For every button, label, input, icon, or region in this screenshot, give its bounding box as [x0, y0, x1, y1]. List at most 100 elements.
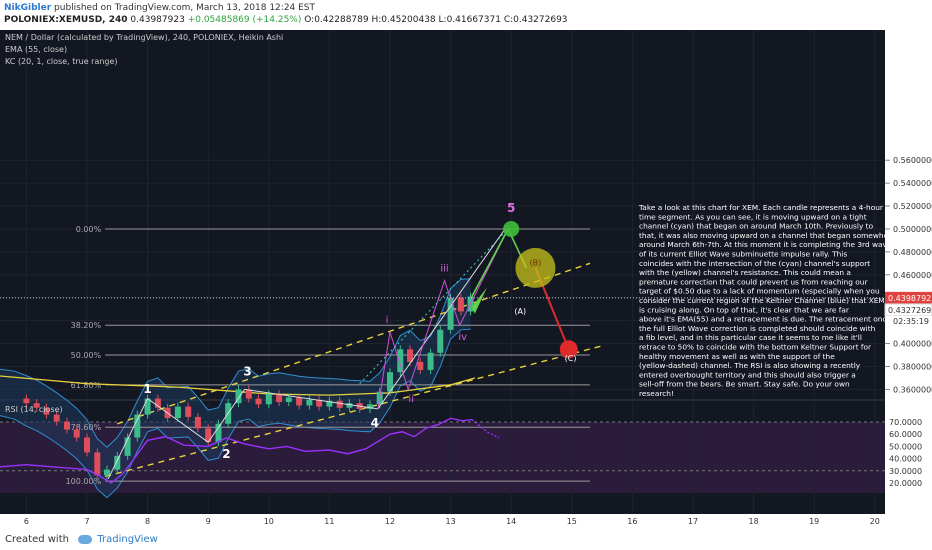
- candle-body: [276, 393, 283, 403]
- wave-label: 4: [371, 416, 379, 430]
- subwave-label: iii: [440, 263, 448, 274]
- time-tick-label: 7: [84, 517, 89, 526]
- time-tick-label: 20: [870, 517, 880, 526]
- ohlc-values: O:0.42288789 H:0.45200438 L:0.41667371 C…: [304, 15, 568, 25]
- symbol-name: POLONIEX:XEMUSD, 240: [4, 15, 128, 25]
- price-tick-label: 0.40000000: [893, 340, 932, 349]
- annotation-line: target of $0.50 due to a lack of momentu…: [639, 287, 880, 296]
- candle-body: [245, 389, 252, 399]
- price-change: +0.05485869 (+14.25%): [187, 15, 302, 25]
- trading-chart[interactable]: 0.56000000 0.54000000 0.52000000 0.50000000…: [0, 30, 932, 530]
- wave5-marker: [503, 220, 520, 237]
- price-tick-label: 0.48000000: [893, 248, 932, 257]
- keltner-channel: [0, 278, 471, 498]
- time-axis-bg: [0, 514, 885, 530]
- time-tick-label: 8: [145, 517, 150, 526]
- annotation-line: of its current Elliot Wave subminuette i…: [639, 250, 847, 259]
- annotation-line: sell-off from the bears. Be smart. Stay …: [639, 380, 850, 389]
- candle-body: [215, 423, 222, 443]
- price-axis-bg: [885, 30, 932, 530]
- candle-body: [114, 455, 121, 470]
- candle-body: [43, 407, 50, 415]
- annotation-line: is cruising along. On top of that, it's …: [639, 305, 850, 314]
- green-triangle: [471, 287, 487, 314]
- fib-level-label: 100.00%: [66, 477, 102, 486]
- countdown-label: 02:35:19: [893, 317, 929, 326]
- fib-level-label: 50.00%: [71, 351, 102, 360]
- annotation-line: (yellow-dashed) channel. The RSI is also…: [639, 361, 861, 370]
- annotation-line: channel (cyan) that began on around Marc…: [639, 222, 874, 231]
- subwave-label: iv: [458, 332, 467, 343]
- published-text: published on TradingView.com, March 13, …: [54, 3, 316, 13]
- current-price-label: 0.43987923: [888, 294, 932, 303]
- candle-body: [194, 416, 201, 429]
- annotation-line: the full Elliot Wave correction is compl…: [639, 324, 876, 333]
- rsi-tick-label: 30.0000: [889, 467, 922, 476]
- fib-level-label: 38.20%: [71, 321, 102, 330]
- countdown-badge: [885, 315, 932, 327]
- annotation-line: retrace to 50% to coincide with the bott…: [639, 343, 872, 352]
- time-tick-label: 10: [264, 517, 274, 526]
- candle-body: [316, 399, 323, 407]
- candle-body: [326, 400, 333, 407]
- time-tick-label: 9: [206, 517, 211, 526]
- candle-body: [397, 349, 404, 373]
- annotation-line: around March 6th-7th. At this moment it …: [639, 240, 892, 249]
- candle-body: [53, 414, 60, 422]
- annotation-line: entered overbought territory and this sh…: [639, 370, 856, 379]
- waveB-marker: [515, 247, 556, 288]
- candle-body: [265, 393, 272, 405]
- cyan-projection: [359, 228, 509, 385]
- close-price-label: 0.43272693: [888, 306, 932, 315]
- chart-title: NEM / Dollar (calculated by TradingView)…: [5, 33, 283, 42]
- author-link[interactable]: NikGibler: [4, 3, 52, 13]
- wave-label: 3: [243, 365, 251, 379]
- price-tick-label: 0.52000000: [893, 202, 932, 211]
- keltner-upper: [0, 278, 471, 448]
- rsi-projection: [471, 419, 500, 439]
- candle-body: [406, 349, 413, 362]
- time-tick-label: 19: [809, 517, 819, 526]
- annotation-line: healthy movement as well as with the sup…: [639, 352, 835, 361]
- annotation-line: above it's EMA(55) and a retracement is …: [639, 315, 892, 324]
- candle-body: [124, 437, 131, 456]
- candle-body: [33, 403, 40, 408]
- price-tick-label: 0.56000000: [893, 156, 932, 165]
- candle-body: [417, 361, 424, 370]
- time-tick-label: 15: [567, 517, 577, 526]
- rsi-tick-label: 70.0000: [889, 418, 922, 427]
- wave-label: 2: [222, 447, 230, 461]
- footer: Created with TradingView: [0, 530, 932, 550]
- candle-body: [427, 352, 434, 370]
- annotation-line: research!: [639, 389, 674, 398]
- price-tick-label: 0.36000000: [893, 385, 932, 394]
- annotation-line: coincides with the intersection of the (…: [639, 259, 870, 268]
- tradingview-brand[interactable]: TradingView: [97, 534, 158, 545]
- candle-body: [64, 421, 71, 430]
- candle-body: [144, 398, 151, 415]
- yellow-channel-support: [105, 345, 603, 478]
- elliott-wave-path: [107, 228, 506, 480]
- candle-body: [306, 399, 313, 406]
- rsi-legend: RSI (14, close): [5, 405, 63, 414]
- time-tick-label: 14: [506, 517, 516, 526]
- price-tick-label: 0.50000000: [893, 225, 932, 234]
- candle-body: [205, 428, 212, 443]
- candle-body: [73, 429, 80, 438]
- annotation-text: Take a look at this chart for XEM. Each …: [638, 203, 896, 398]
- annotation-line: with the (yellow) channel's resistance. …: [639, 268, 851, 277]
- candle-body: [94, 452, 101, 476]
- candle-body: [285, 397, 292, 403]
- rsi-tick-label: 60.0000: [889, 430, 922, 439]
- time-tick-label: 13: [446, 517, 456, 526]
- annotation-line: Take a look at this chart for XEM. Each …: [638, 203, 884, 212]
- candle-body: [255, 398, 262, 405]
- time-tick-label: 17: [688, 517, 698, 526]
- candle-body: [447, 297, 454, 330]
- candle-body: [23, 398, 30, 404]
- candle-body: [367, 404, 374, 409]
- corrective-label: (B): [530, 259, 542, 268]
- time-tick-label: 16: [627, 517, 637, 526]
- corrective-label: (C): [565, 354, 577, 363]
- subwave-path: [377, 228, 509, 409]
